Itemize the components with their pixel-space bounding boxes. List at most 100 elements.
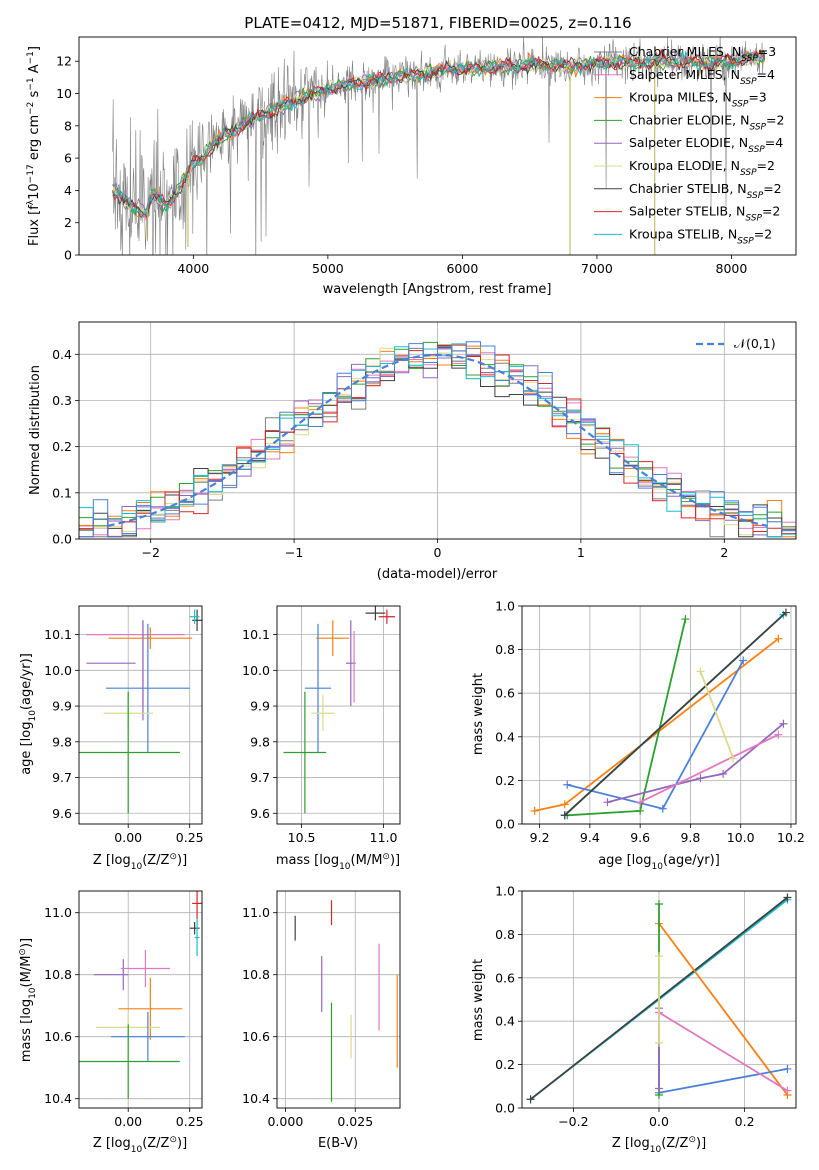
y-tick-label: 10.6 [44, 1029, 72, 1044]
mass-vs-Z-ylabel: mass [log10(M/M⊙)] [18, 938, 38, 1062]
label-part: 10 [27, 183, 42, 200]
label-part: 10 [131, 862, 143, 872]
y-tick-label: 10.6 [242, 1029, 270, 1044]
weight-marker [658, 804, 667, 813]
label-part: )] [177, 853, 187, 868]
x-tick-label: −0.2 [558, 1114, 588, 1129]
legend-label: Salpeter STELIB, NSSP=2 [629, 204, 780, 224]
y-tick-label: 1.0 [495, 884, 515, 899]
y-tick-label: 0.2 [52, 439, 72, 454]
weight-vs-Z-xlabel: Z [log10(Z/Z⊙)] [612, 1135, 706, 1155]
y-tick-label: 0.2 [495, 773, 515, 788]
y-tick-label: 10.8 [242, 967, 270, 982]
weight-marker [560, 800, 569, 809]
y-tick-label: 10.0 [242, 663, 270, 678]
legend-sub: SSP [748, 145, 765, 155]
residual-legend: 𝒩(0,1) [696, 336, 776, 351]
y-tick-label: 10.4 [242, 1091, 270, 1106]
y-tick-label: 9.7 [250, 770, 270, 785]
label-part: −17 [26, 164, 36, 183]
weight-marker [783, 1086, 792, 1095]
weight-line [658, 1011, 788, 1092]
y-tick-label: 0.4 [52, 347, 72, 362]
y-tick-label: 0.0 [495, 817, 515, 832]
legend-sub: SSP [737, 236, 754, 246]
label-part: mass [log [19, 999, 34, 1062]
label-part: (age/yr)] [663, 853, 720, 868]
mass-vs-ebv-panel: 0.000 0.025 10.4 10.6 10.8 11.0 [242, 890, 401, 1129]
legend-value: =3 [758, 44, 776, 59]
weight-marker [739, 656, 748, 665]
legend-label: Salpeter ELODIE, NSSP=4 [629, 135, 783, 155]
weight-marker [774, 634, 783, 643]
weight-marker [636, 806, 645, 815]
y-tick-label: 9.8 [250, 734, 270, 749]
model-spectrum-line [112, 47, 766, 215]
x-tick-label: 0.0 [649, 1114, 669, 1129]
weight-marker [781, 608, 790, 617]
y-tick-label: 11.0 [242, 905, 270, 920]
x-tick-label: 0.25 [176, 830, 204, 845]
y-tick-label: 12 [56, 54, 72, 69]
label-part: erg cm [27, 115, 42, 164]
legend-name: Kroupa MILES, N [629, 90, 732, 105]
label-part: Z [log [93, 1136, 131, 1151]
weight-marker [783, 1064, 792, 1073]
legend-value: =2 [762, 204, 780, 219]
y-tick-label: 9.8 [52, 734, 72, 749]
weight-marker [719, 769, 728, 778]
residual-xlabel: (data-model)/error [377, 567, 498, 582]
weight-marker [681, 615, 690, 624]
x-tick-label: 10.5 [288, 830, 316, 845]
weight-vs-metallicity-panel: −0.2 0.0 0.2 0.0 0.2 0.4 0.6 0.8 1.0 [495, 884, 797, 1129]
legend-name: Chabrier MILES, N [629, 44, 741, 59]
x-tick-label: 0.000 [267, 1114, 303, 1129]
weight-marker [655, 1038, 663, 1047]
label-part: −1 [26, 77, 36, 90]
weight-line [699, 671, 735, 759]
axes-frame [521, 890, 797, 1109]
legend-label: Kroupa STELIB, NSSP=2 [629, 226, 772, 246]
mass-vs-Z-xlabel: Z [log10(Z/Z⊙)] [93, 1135, 187, 1155]
x-tick-label: 9.8 [680, 830, 700, 845]
y-tick-label: 11.0 [44, 905, 72, 920]
label-part: A [27, 64, 42, 77]
legend-value: =4 [765, 135, 783, 150]
y-tick-label: 10.1 [44, 627, 72, 642]
y-tick-label: 9.6 [250, 806, 270, 821]
age-vs-metallicity-panel: 0.00 0.25 9.6 9.7 9.8 9.9 10.0 10.1 [44, 605, 204, 845]
mass-vs-metallicity-panel: 0.00 0.25 10.4 10.6 10.8 11.0 [44, 890, 204, 1129]
label-part: −1 [26, 51, 36, 64]
label-part: 10 [131, 1145, 143, 1155]
label-part: )] [19, 938, 34, 948]
x-tick-label: 4000 [177, 261, 209, 276]
y-tick-label: 10.4 [44, 1091, 72, 1106]
legend-label: Kroupa MILES, NSSP=3 [629, 90, 767, 110]
y-tick-label: 9.6 [52, 806, 72, 821]
legend-sub: SSP [745, 214, 762, 224]
weight-line [639, 733, 779, 804]
weight-vs-age-xlabel: age [log10(age/yr)] [598, 853, 720, 872]
y-tick-label: 0.8 [495, 927, 515, 942]
legend-value: =2 [766, 112, 784, 127]
legend-label: Salpeter MILES, NSSP=4 [629, 67, 775, 87]
label-part: mass [log [276, 853, 339, 868]
y-tick-label: 0.0 [495, 1101, 515, 1116]
legend-name: Salpeter STELIB, N [629, 204, 745, 219]
weight-marker [530, 806, 539, 815]
label-part: ⊙ [169, 852, 177, 862]
label-part: 10 [651, 862, 663, 872]
age-vs-mass-xlabel: mass [log10(M/M⊙)] [276, 852, 400, 872]
weight-marker [696, 667, 705, 676]
x-tick-label: −1 [285, 545, 303, 560]
x-tick-label: 9.2 [530, 830, 550, 845]
y-tick-label: 0.6 [495, 970, 515, 985]
histogram-step [79, 341, 796, 538]
weight-marker [603, 798, 612, 807]
legend-value: =3 [748, 90, 766, 105]
x-tick-label: 8000 [716, 261, 748, 276]
model-spectrum-line [112, 51, 766, 222]
y-tick-label: 0.4 [495, 729, 515, 744]
label-part: (Z/Z [661, 1136, 688, 1151]
